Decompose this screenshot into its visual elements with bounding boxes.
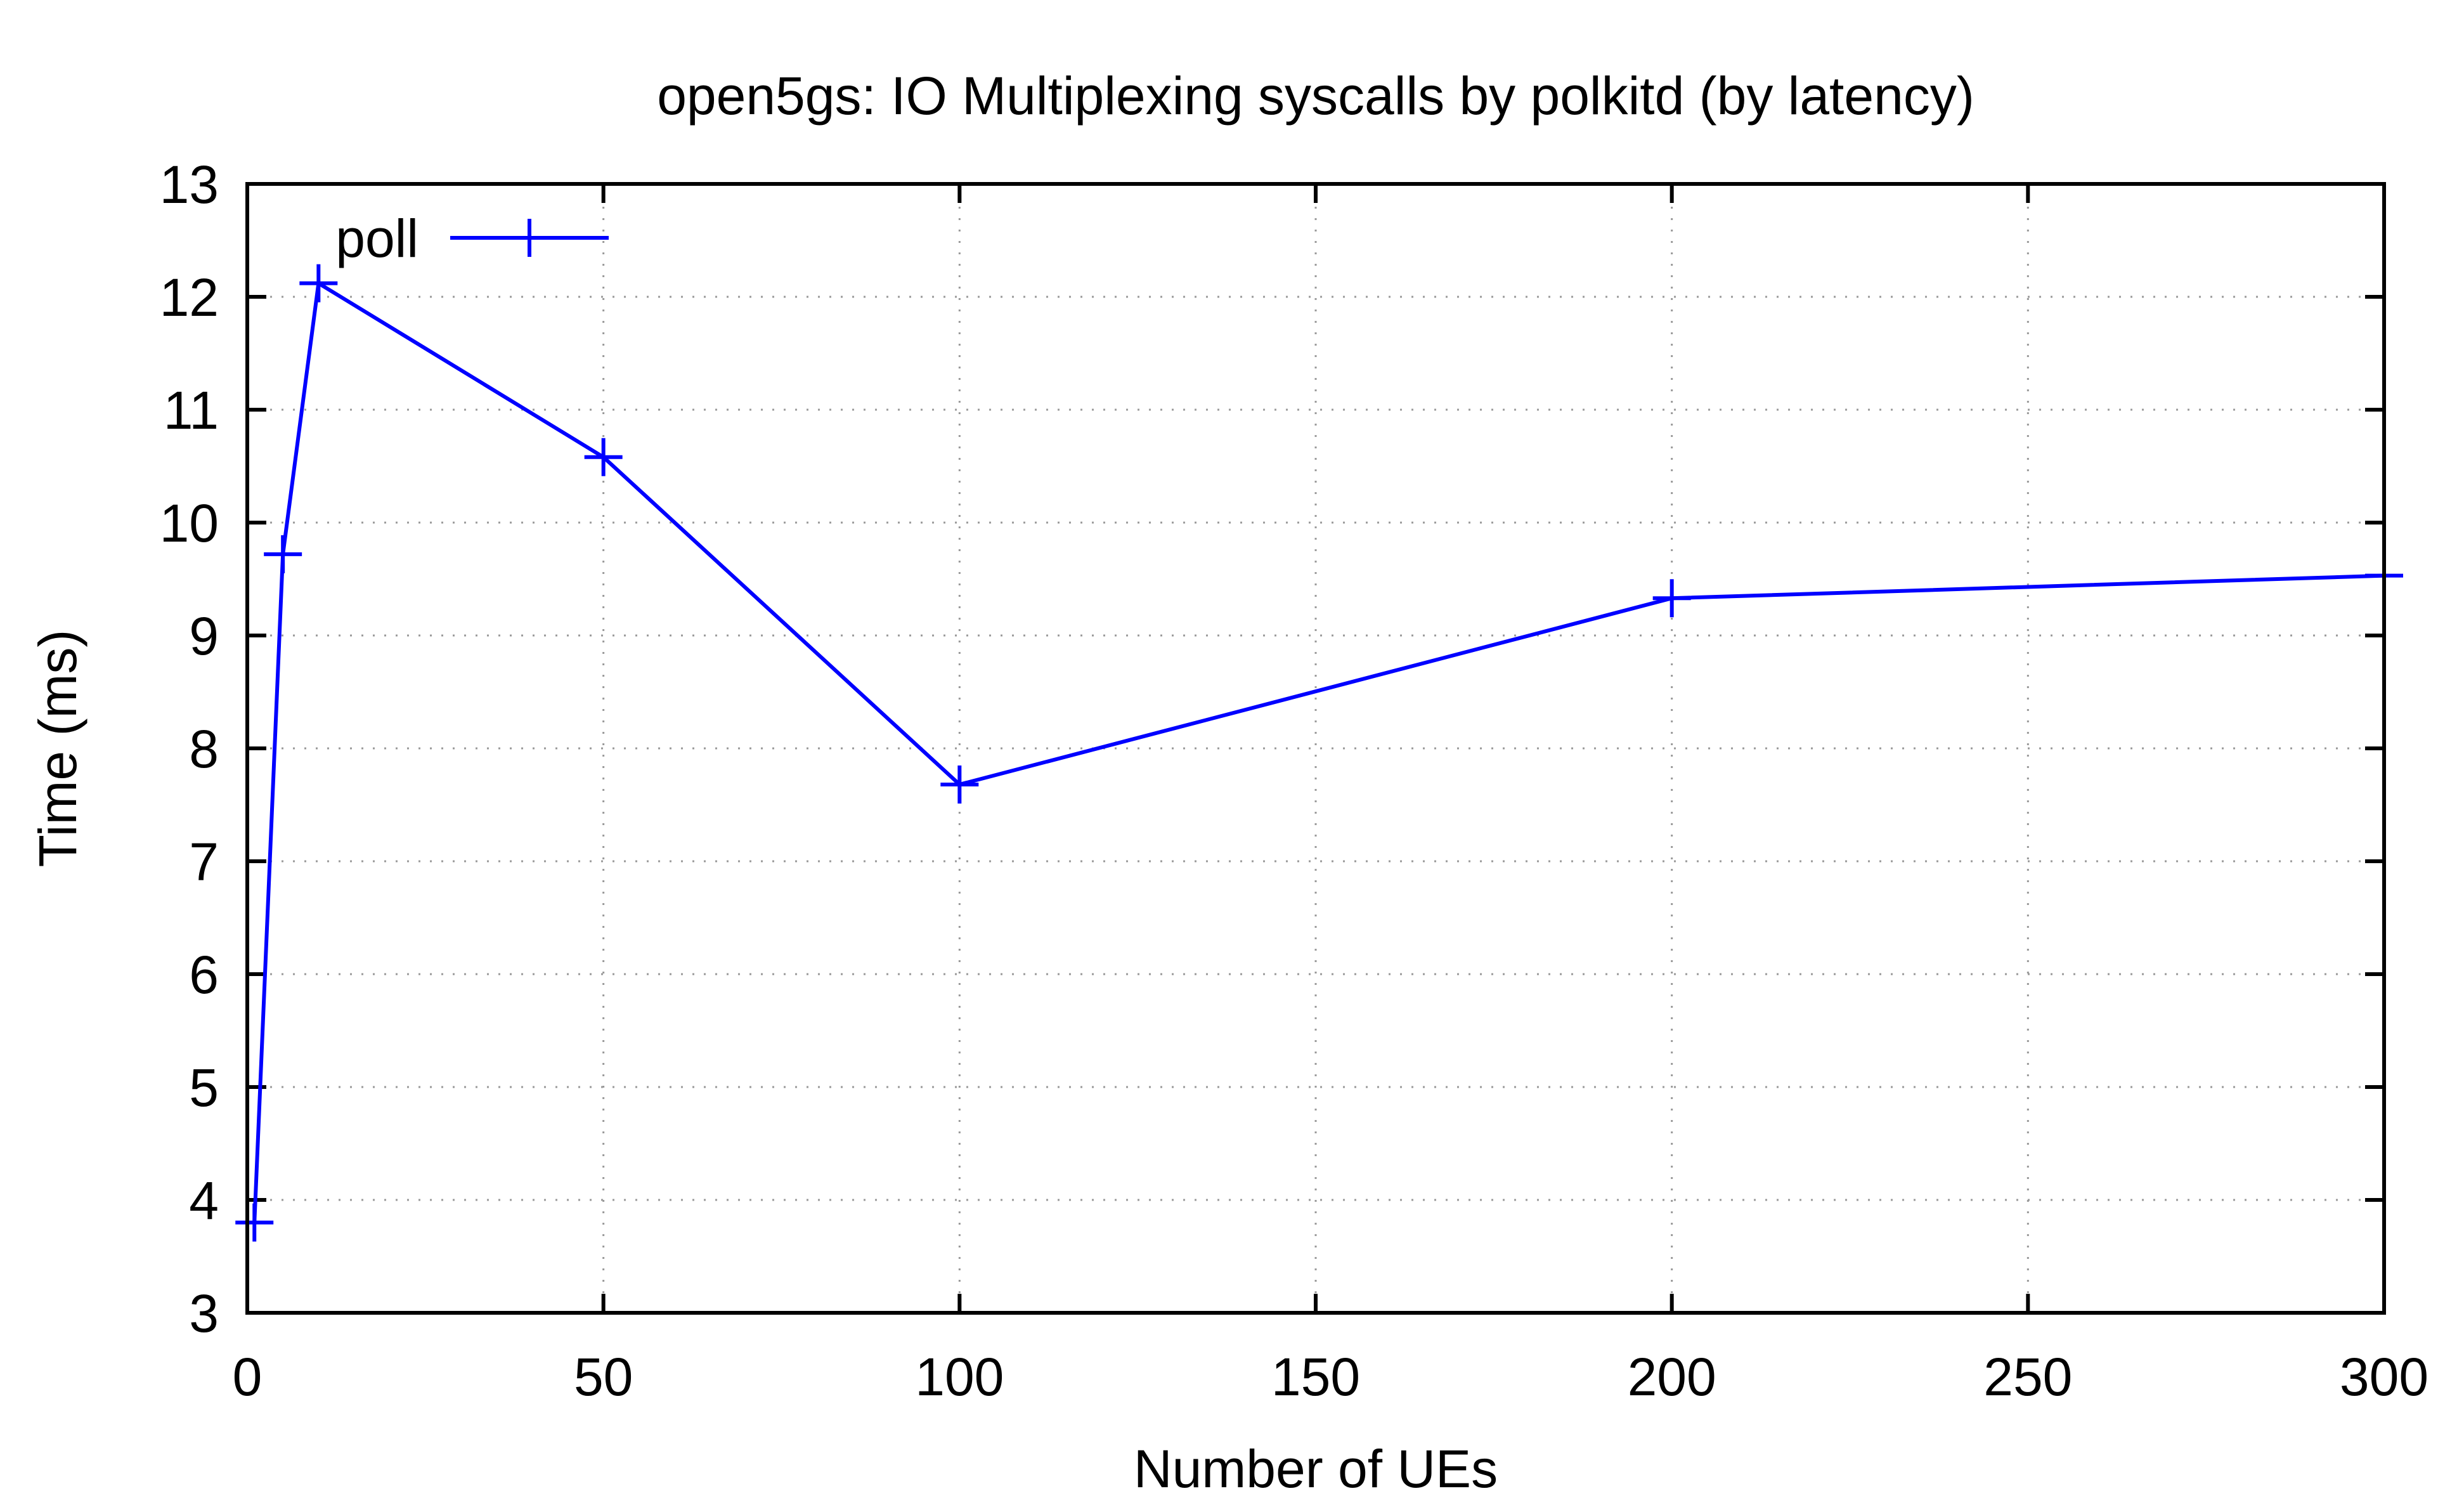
series-layer: [235, 264, 2403, 1242]
x-tick-label: 100: [915, 1347, 1004, 1407]
series-line-poll: [252, 280, 2385, 1223]
grid-lines: [247, 184, 2384, 1313]
plot-frame: [245, 182, 2386, 1315]
x-tick-label: 50: [574, 1347, 633, 1407]
y-tick-label: 4: [189, 1171, 219, 1230]
data-point-poll: [235, 1203, 274, 1242]
y-tick-label: 6: [189, 945, 219, 1005]
data-point-poll: [1652, 579, 1691, 618]
x-tick-label: 300: [2340, 1347, 2428, 1407]
y-tick-labels: 3 4 5 6 7 8 9 10 11 12 13: [160, 155, 219, 1343]
y-tick-label: 11: [164, 381, 219, 440]
y-tick-label: 10: [160, 493, 219, 553]
legend-label-poll: poll: [335, 209, 418, 268]
data-point-poll: [940, 765, 979, 804]
chart-title: open5gs: IO Multiplexing syscalls by pol…: [657, 66, 1974, 126]
data-point-poll: [584, 438, 623, 476]
x-tick-label: 0: [233, 1347, 263, 1407]
x-tick-labels: 0 50 100 150 200 250 300: [233, 1347, 2428, 1407]
x-tick-label: 150: [1271, 1347, 1360, 1407]
y-axis-label: Time (ms): [28, 630, 88, 868]
y-tick-label: 13: [160, 155, 219, 214]
data-point-poll: [299, 264, 338, 303]
y-tick-label: 8: [189, 719, 219, 779]
y-tick-label: 7: [189, 832, 219, 892]
x-tick-label: 250: [1983, 1347, 2072, 1407]
y-tick-label: 3: [189, 1284, 219, 1343]
y-tick-label: 5: [189, 1058, 219, 1117]
x-tick-label: 200: [1628, 1347, 1716, 1407]
data-point-poll: [264, 535, 302, 573]
x-axis-label: Number of UEs: [1134, 1439, 1498, 1498]
legend: poll: [335, 209, 609, 268]
y-tick-label: 9: [189, 606, 219, 666]
y-tick-label: 12: [160, 268, 219, 327]
